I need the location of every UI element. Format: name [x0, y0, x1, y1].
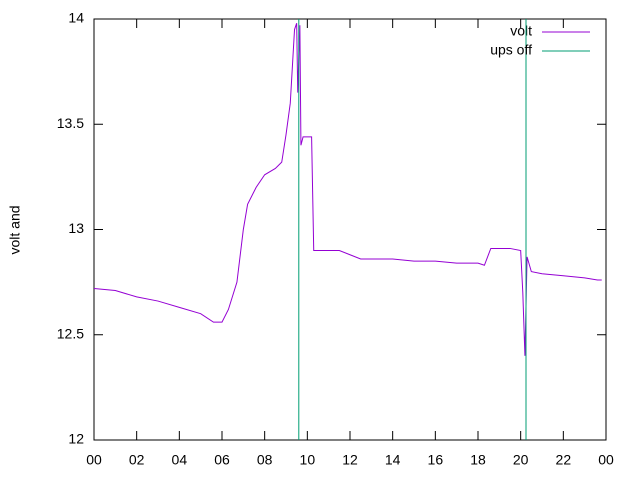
line-series [93, 23, 602, 356]
x-tick-label: 14 [385, 452, 401, 468]
x-tick-label: 00 [86, 452, 102, 468]
plot-border [93, 18, 607, 441]
x-tick-label: 22 [556, 452, 572, 468]
x-tick-label: 06 [214, 452, 230, 468]
y-tick-label: 13 [68, 220, 84, 236]
line-series [298, 19, 527, 440]
x-tick-label: 08 [257, 452, 273, 468]
legend-label: ups off [490, 42, 532, 58]
x-tick-label: 18 [470, 452, 486, 468]
x-tick-label: 04 [172, 452, 188, 468]
x-tick-label: 02 [129, 452, 145, 468]
x-tick-label: 20 [513, 452, 529, 468]
y-tick-label: 14 [68, 10, 84, 26]
x-tick-label: 12 [342, 452, 358, 468]
x-tick-label: 16 [428, 452, 444, 468]
y-tick-label: 12.5 [57, 325, 84, 341]
x-tick-label: 10 [300, 452, 316, 468]
x-tick-label: 00 [598, 452, 614, 468]
y-tick-label: 12 [68, 431, 84, 447]
y-tick-label: 13.5 [57, 115, 84, 131]
y-axis-label: volt and [7, 205, 23, 254]
legend-label: volt [510, 23, 532, 39]
